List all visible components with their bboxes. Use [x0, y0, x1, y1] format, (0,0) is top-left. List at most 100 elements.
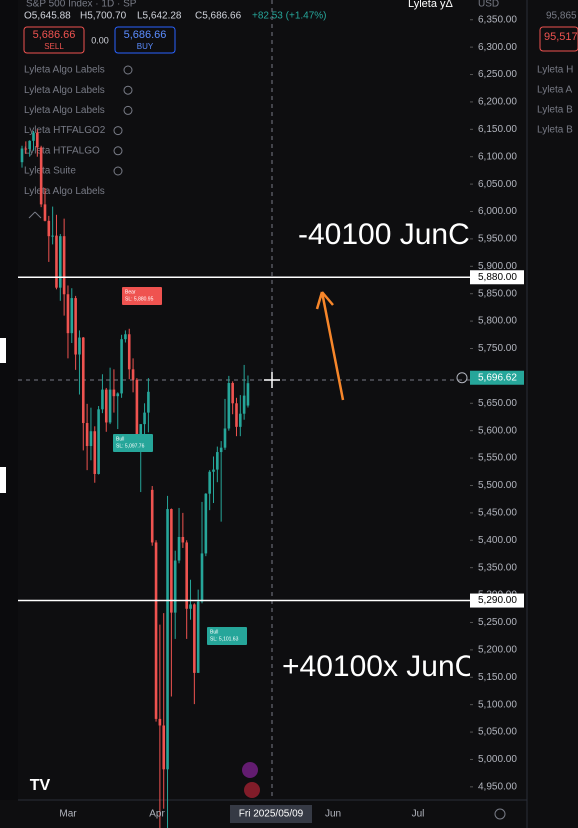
side-sell-price: 95,517 — [544, 31, 578, 43]
side-indicator: Lyleta B — [537, 105, 573, 116]
visibility-icon[interactable] — [123, 85, 133, 95]
signal-text: SL: 5,880.95 — [125, 296, 154, 302]
level-tag — [470, 270, 524, 285]
last-price-label: 5,696.62 — [478, 372, 517, 383]
x-tick-label: Jul — [412, 809, 425, 820]
settings-icon[interactable] — [494, 808, 506, 820]
candle-body — [154, 542, 158, 719]
candle-body — [36, 132, 39, 148]
candle-body — [112, 389, 116, 397]
visibility-icon[interactable] — [113, 126, 123, 136]
candle-body — [39, 147, 43, 205]
y-tick-label: 6,050.00 — [478, 179, 517, 190]
symbol: S&P 500 Index · 1D · SP — [26, 0, 137, 10]
candle-body — [150, 489, 154, 543]
ohlc-close: C5,686.66 — [195, 11, 242, 22]
y-tick-label: 6,300.00 — [478, 42, 517, 53]
side-indicator: Lyleta H — [537, 65, 573, 76]
signal-box — [207, 627, 247, 645]
y-tick-label: 5,350.00 — [478, 562, 517, 573]
candle-body — [189, 604, 192, 609]
indicator-label: Lyleta Algo Labels — [24, 65, 105, 76]
candle-body — [212, 469, 215, 472]
y-tick-label: 5,450.00 — [478, 508, 517, 519]
buy-label: BUY — [137, 42, 154, 51]
y-tick-label: 5,650.00 — [478, 398, 517, 409]
candle-body — [62, 236, 66, 295]
add-alert[interactable] — [456, 372, 468, 384]
candle-body — [28, 140, 31, 150]
indicator-label: Lyleta HTFALGO2 — [24, 125, 106, 136]
y-tick-label: 5,000.00 — [478, 754, 517, 765]
y-tick-label: 5,100.00 — [478, 699, 517, 710]
candle-body — [101, 389, 104, 410]
candle-body — [200, 553, 204, 602]
currency[interactable]: USD — [478, 0, 499, 10]
candle-body — [158, 718, 162, 726]
candle-body — [185, 542, 188, 609]
candle-body — [55, 235, 58, 288]
y-tick-label: 6,000.00 — [478, 206, 517, 217]
candle-body — [166, 509, 169, 770]
y-tick-label: 5,150.00 — [478, 672, 517, 683]
y-tick-label: 4,950.00 — [478, 781, 517, 792]
candle-body — [108, 389, 112, 423]
candle-body — [147, 391, 150, 413]
y-tick-label: 6,200.00 — [478, 97, 517, 108]
candle-body — [162, 725, 166, 770]
candle-body — [177, 536, 181, 561]
visibility-icon[interactable] — [123, 65, 133, 75]
candle-body — [74, 298, 77, 355]
x-tick-label: Jun — [325, 809, 341, 820]
candle-body — [231, 383, 234, 404]
candle-body — [32, 132, 35, 141]
candle-body — [143, 412, 146, 425]
sell-button[interactable] — [23, 26, 85, 54]
candle-body — [47, 220, 51, 237]
flag-icon[interactable] — [244, 782, 260, 798]
candle-body — [59, 236, 62, 288]
candle-body — [193, 604, 196, 673]
side-indicator: Lyleta A — [537, 85, 573, 96]
annotation: +40100x JunC — [282, 650, 476, 683]
visibility-icon[interactable] — [123, 105, 133, 115]
ohlc-change: +82.53 (+1.47%) — [252, 11, 327, 22]
spread: 0.00 — [91, 35, 109, 45]
level-label: 5,290.00 — [478, 595, 517, 606]
event-icon[interactable] — [242, 762, 258, 778]
y-tick-label: 5,800.00 — [478, 316, 517, 327]
candle-body — [124, 334, 127, 340]
y-tick-label: 5,400.00 — [478, 535, 517, 546]
signal-title: Bull — [116, 436, 124, 442]
candle-body — [239, 413, 242, 427]
candle-body — [66, 294, 70, 334]
y-tick-label: 5,200.00 — [478, 645, 517, 656]
toolbar-button[interactable] — [0, 467, 6, 493]
y-tick-label: 5,550.00 — [478, 453, 517, 464]
candle-body — [196, 601, 200, 673]
signal-text: SL: 5,097.76 — [116, 443, 145, 449]
x-tick-label: Apr — [149, 809, 165, 820]
y-tick-label: 5,600.00 — [478, 425, 517, 436]
side-sell-button[interactable] — [539, 26, 578, 52]
collapse-icon[interactable] — [28, 211, 42, 219]
signal-title: Bear — [125, 289, 136, 295]
buy-button[interactable] — [114, 26, 176, 54]
y-tick-label: 5,950.00 — [478, 234, 517, 245]
candle-body — [93, 431, 97, 474]
visibility-icon[interactable] — [113, 146, 123, 156]
ohlc-high: H5,700.70 — [80, 11, 127, 22]
y-tick-label: 5,850.00 — [478, 288, 517, 299]
visibility-icon[interactable] — [113, 166, 123, 176]
indicator-label: Lyleta Algo Labels — [24, 105, 105, 116]
signal-box — [113, 434, 153, 452]
candle-body — [139, 424, 143, 442]
candle-body — [120, 339, 123, 394]
arrow — [315, 291, 345, 401]
toolbar-button[interactable] — [0, 338, 6, 363]
indicator-label: Lyleta Suite — [24, 166, 76, 177]
user: Lyleta yΔ — [408, 0, 454, 10]
candle-body — [204, 493, 208, 554]
candle-body — [70, 298, 74, 334]
